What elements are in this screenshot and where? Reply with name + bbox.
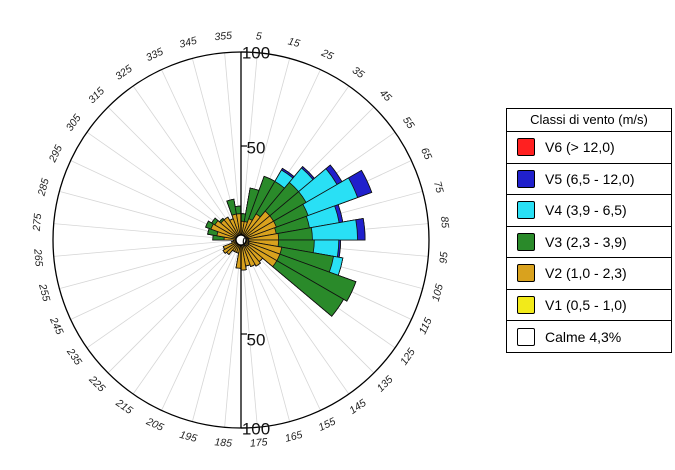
direction-label: 205	[143, 415, 165, 434]
series-V2 (1,0 - 2,3)	[210, 210, 283, 271]
sector	[223, 216, 242, 241]
grid-spoke	[53, 223, 242, 241]
grid-spoke	[86, 239, 242, 349]
direction-label: 115	[417, 316, 435, 336]
direction-label: 15	[287, 35, 302, 50]
legend-swatch	[517, 169, 535, 188]
legend-label: Calme 4,3%	[545, 328, 622, 345]
legend-item: V1 (0,5 - 1,0)	[507, 290, 671, 321]
grid-spoke	[240, 52, 258, 241]
legend-label: V3 (2,3 - 3,9)	[545, 233, 627, 250]
direction-label: 315	[86, 85, 107, 106]
direction-label: 305	[64, 112, 84, 133]
grid-spoke	[240, 239, 321, 411]
direction-label: 335	[144, 46, 165, 64]
legend-item: V3 (2,3 - 3,9)	[507, 227, 671, 258]
legend-swatch	[517, 138, 535, 157]
grid-spoke	[107, 106, 242, 241]
grid-spoke	[59, 239, 242, 290]
sector	[240, 220, 277, 241]
sector	[240, 239, 278, 268]
direction-label: 185	[214, 436, 233, 449]
direction-label: 295	[46, 143, 65, 165]
legend-swatch	[517, 232, 535, 251]
legend-label: V1 (0,5 - 1,0)	[545, 296, 627, 313]
legend-swatch	[517, 201, 535, 220]
data-sectors	[205, 164, 373, 317]
radial-tick-label: 100	[242, 43, 270, 62]
radial-tick-labels: 0 50 100 50 100	[242, 43, 270, 438]
direction-label: 105	[430, 283, 446, 303]
grid-spoke	[107, 239, 242, 374]
direction-label: 35	[350, 64, 367, 81]
direction-label: 165	[284, 429, 304, 445]
direction-label: 155	[317, 415, 338, 433]
direction-label: 55	[400, 115, 417, 132]
radial-axis	[235, 51, 247, 429]
direction-label: 275	[31, 213, 45, 233]
grid-spoke	[53, 239, 242, 257]
grid-spoke	[240, 239, 258, 428]
radial-tick-label: 50	[247, 138, 266, 157]
legend-label: V2 (1,0 - 2,3)	[545, 265, 627, 282]
grid-spoke	[161, 239, 242, 411]
legend-label: V6 (> 12,0)	[545, 139, 615, 156]
direction-label: 85	[438, 216, 451, 229]
legend-swatch	[517, 295, 535, 314]
direction-label: 135	[375, 374, 396, 395]
grid-spoke	[161, 69, 242, 241]
calm-circle	[235, 234, 247, 246]
legend-label: V4 (3,9 - 6,5)	[545, 202, 627, 219]
legend-swatch	[517, 264, 535, 283]
direction-label: 65	[418, 146, 434, 162]
direction-label: 265	[31, 248, 45, 268]
sector	[214, 220, 242, 241]
grid-spoke	[132, 239, 242, 395]
radial-tick-label: 100	[242, 419, 270, 438]
direction-label: 125	[398, 346, 418, 367]
direction-label: 145	[347, 397, 368, 417]
grid-spoke	[224, 239, 242, 428]
grid-spoke	[132, 85, 242, 241]
direction-label: 355	[214, 30, 233, 43]
grid-spoke	[240, 239, 291, 422]
sector	[240, 239, 261, 267]
legend-title: Classi di vento (m/s)	[507, 109, 671, 132]
grid-spoke	[240, 239, 375, 374]
direction-label: 255	[36, 282, 52, 303]
direction-label: 285	[35, 177, 51, 198]
direction-label: 225	[86, 373, 108, 395]
direction-label: 235	[64, 345, 85, 367]
direction-label: 75	[431, 180, 446, 195]
radial-tick-label: 0	[242, 234, 250, 250]
direction-label: 5	[255, 30, 262, 42]
legend-item: Calme 4,3%	[507, 321, 671, 353]
direction-label: 245	[47, 315, 66, 337]
legend-label: V5 (6,5 - 12,0)	[545, 170, 635, 187]
radial-tick-label: 50	[247, 330, 266, 349]
grid-spoke	[70, 239, 242, 320]
legend-item: V6 (> 12,0)	[507, 132, 671, 164]
legend-swatch	[517, 327, 535, 346]
direction-label: 215	[113, 396, 135, 417]
direction-label: 345	[178, 35, 198, 51]
grid-spoke	[191, 239, 242, 422]
direction-label: 175	[250, 436, 269, 449]
grid-spoke	[240, 239, 350, 395]
legend-item: V2 (1,0 - 2,3)	[507, 258, 671, 290]
sector	[240, 239, 256, 268]
legend: Classi di vento (m/s) V6 (> 12,0) V5 (6,5…	[506, 108, 672, 353]
legend-item: V5 (6,5 - 12,0)	[507, 164, 671, 195]
direction-label: 195	[178, 429, 198, 445]
direction-label: 95	[438, 251, 451, 264]
direction-label: 25	[319, 47, 336, 63]
legend-item: V4 (3,9 - 6,5)	[507, 195, 671, 227]
direction-label: 45	[377, 87, 394, 104]
direction-label: 325	[113, 63, 134, 83]
